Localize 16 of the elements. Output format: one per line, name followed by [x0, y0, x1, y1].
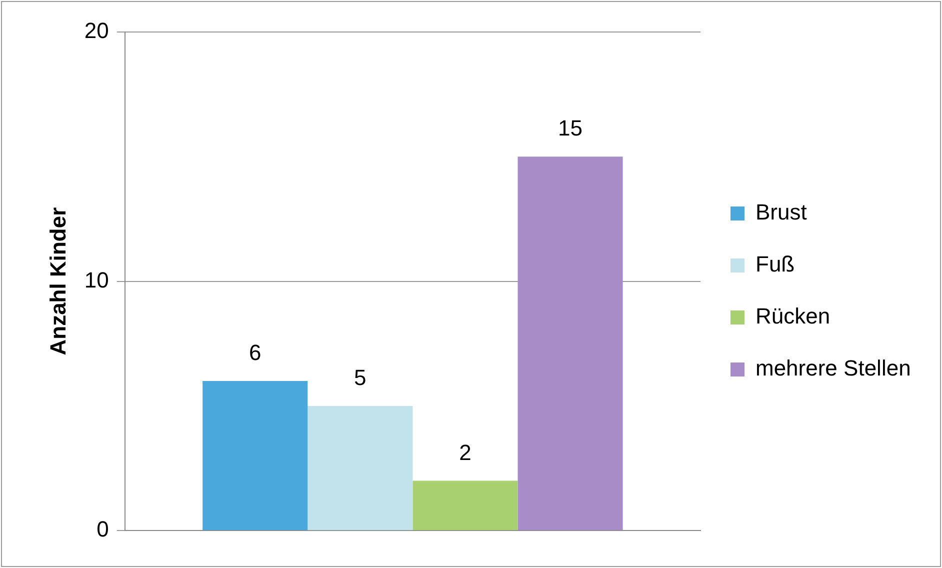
legend-label: Fuß — [756, 252, 795, 277]
data-label: 2 — [459, 440, 472, 465]
bar — [518, 156, 623, 530]
bar — [308, 406, 413, 530]
y-axis-title: Anzahl Kinder — [45, 206, 70, 356]
legend-label: mehrere Stellen — [756, 356, 911, 381]
data-label: 5 — [354, 365, 366, 390]
legend-label: Brust — [756, 200, 807, 225]
y-tick-label: 20 — [84, 18, 109, 44]
y-tick-label: 10 — [84, 267, 109, 292]
bar — [202, 381, 308, 530]
legend-label: Rücken — [756, 304, 830, 329]
bar — [412, 480, 518, 530]
data-label: 15 — [558, 116, 583, 141]
y-tick-label: 0 — [96, 516, 109, 542]
data-label: 6 — [248, 340, 262, 366]
